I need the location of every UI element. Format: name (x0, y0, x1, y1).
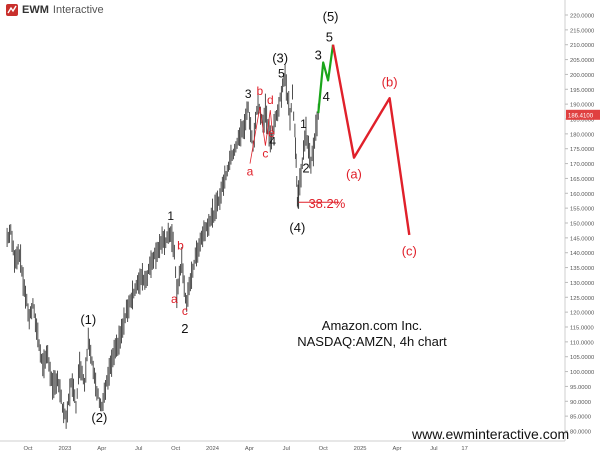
logo-rest-text: Interactive (52, 4, 104, 16)
y-tick-label: 205.0000 (570, 58, 594, 64)
wave-label: (c) (402, 244, 417, 259)
caption-title: Amazon.com Inc. (321, 318, 423, 333)
y-tick-label: 155.0000 (570, 207, 594, 213)
wave-label: 4 (323, 89, 330, 104)
wave-label: a (247, 164, 254, 178)
y-tick-label: 130.0000 (570, 281, 594, 287)
x-tick-label: Oct (319, 446, 328, 452)
x-tick-label: Apr (392, 446, 401, 452)
wave-label: a (171, 292, 178, 306)
wave-label: 2 (181, 321, 188, 336)
wave-labels-group: (1)(2)1abc23abcde45(3)12(4)345(5)(a)(b)(… (80, 9, 417, 425)
brand-logo: EWM Interactive (6, 4, 104, 16)
x-tick-label: 2024 (206, 446, 220, 452)
x-tick-label: Jul (430, 446, 437, 452)
wave-label: (2) (91, 410, 107, 425)
y-tick-label: 170.0000 (570, 162, 594, 168)
y-tick-label: 125.0000 (570, 296, 594, 302)
y-tick-label: 110.0000 (570, 340, 594, 346)
website-link[interactable]: www.ewminteractive.com (412, 426, 570, 442)
y-tick-label: 120.0000 (570, 311, 594, 317)
wave-label: c (182, 304, 188, 318)
y-tick-label: 185.0000 (570, 118, 594, 124)
y-tick-label: 165.0000 (570, 177, 594, 183)
y-tick-label: 160.0000 (570, 192, 594, 198)
caption-subtitle: NASDAQ:AMZN, 4h chart (297, 334, 447, 349)
y-tick-label: 145.0000 (570, 236, 594, 242)
wave-label: (a) (346, 166, 362, 181)
wave-label: e (268, 126, 275, 140)
y-tick-label: 150.0000 (570, 222, 594, 228)
y-tick-label: 105.0000 (570, 355, 594, 361)
wave-label: 1 (300, 117, 307, 131)
x-tick-label: Apr (245, 446, 254, 452)
chart-caption: Amazon.com Inc. NASDAQ:AMZN, 4h chart (292, 318, 452, 350)
x-tick-label: Jul (283, 446, 290, 452)
wave-label: 4 (269, 135, 276, 149)
impulse-wave-line (317, 44, 335, 114)
y-tick-label: 180.0000 (570, 132, 594, 138)
wave-label: 3 (245, 87, 252, 101)
y-tick-label: 135.0000 (570, 266, 594, 272)
y-tick-label: 140.0000 (570, 251, 594, 257)
wave-label: 38.2% (308, 196, 345, 211)
wave-label: d (267, 93, 274, 107)
y-tick-label: 115.0000 (570, 326, 594, 332)
current-price-label: 186.4100 (568, 113, 594, 119)
y-tick-label: 190.0000 (570, 103, 594, 109)
y-tick-label: 175.0000 (570, 147, 594, 153)
y-tick-label: 200.0000 (570, 73, 594, 79)
wave-label: 5 (278, 66, 285, 80)
y-tick-label: 215.0000 (570, 28, 594, 34)
x-tick-label: 17 (461, 446, 467, 452)
wave-label: b (257, 84, 264, 98)
wave-lines-group (249, 44, 411, 236)
y-tick-label: 220.0000 (570, 14, 594, 20)
y-tick-label: 95.0000 (570, 385, 591, 391)
y-tick-label: 85.0000 (570, 415, 591, 421)
current-price-group: 186.4100 (566, 109, 600, 120)
x-tick-label: Apr (97, 446, 106, 452)
y-axis: 220.0000 215.0000 210.0000 205.0000 200.0000… (564, 0, 594, 441)
logo-brand-text: EWM (22, 4, 49, 16)
x-tick-label: 2023 (58, 446, 71, 452)
x-tick-label: Jul (135, 446, 142, 452)
y-tick-label: 100.0000 (570, 370, 594, 376)
wave-label: (b) (382, 74, 398, 89)
wave-label: 1 (167, 209, 174, 223)
price-line-group (6, 64, 319, 429)
wave-label: b (177, 239, 184, 253)
y-tick-label: 90.0000 (570, 400, 591, 406)
wave-label: (4) (289, 220, 305, 235)
y-tick-label: 210.0000 (570, 43, 594, 49)
wave-label: 3 (315, 48, 322, 63)
wave-label: c (262, 147, 268, 161)
x-tick-label: Oct (171, 446, 180, 452)
logo-mark-icon (6, 4, 18, 16)
x-tick-label: Oct (23, 446, 32, 452)
x-axis: Oct 2023 Apr Jul Oct 2024 Apr Jul Oct 2025 Apr Jul 1… (0, 440, 565, 452)
current-price-tag (566, 109, 600, 120)
wave-label: 5 (326, 30, 333, 45)
projection-wave-line (331, 44, 411, 236)
wave-label: 2 (302, 160, 309, 175)
y-tick-label: 80.0000 (570, 430, 591, 436)
wave-label: (1) (80, 312, 96, 327)
wave-label: (5) (323, 9, 339, 24)
y-tick-label: 195.0000 (570, 88, 594, 94)
triangle-connector-line (249, 107, 273, 164)
wave-label: (3) (272, 51, 288, 66)
x-tick-label: 2025 (354, 446, 367, 452)
